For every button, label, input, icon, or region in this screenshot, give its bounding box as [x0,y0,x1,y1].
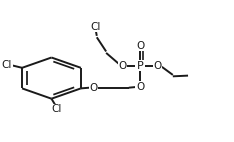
Text: O: O [90,83,98,93]
Text: Cl: Cl [2,60,12,70]
Text: O: O [136,41,144,51]
Text: Cl: Cl [51,104,61,114]
Text: O: O [136,82,144,92]
Text: P: P [137,61,143,71]
Text: Cl: Cl [90,22,101,32]
Text: O: O [118,61,127,71]
Text: O: O [154,61,162,71]
